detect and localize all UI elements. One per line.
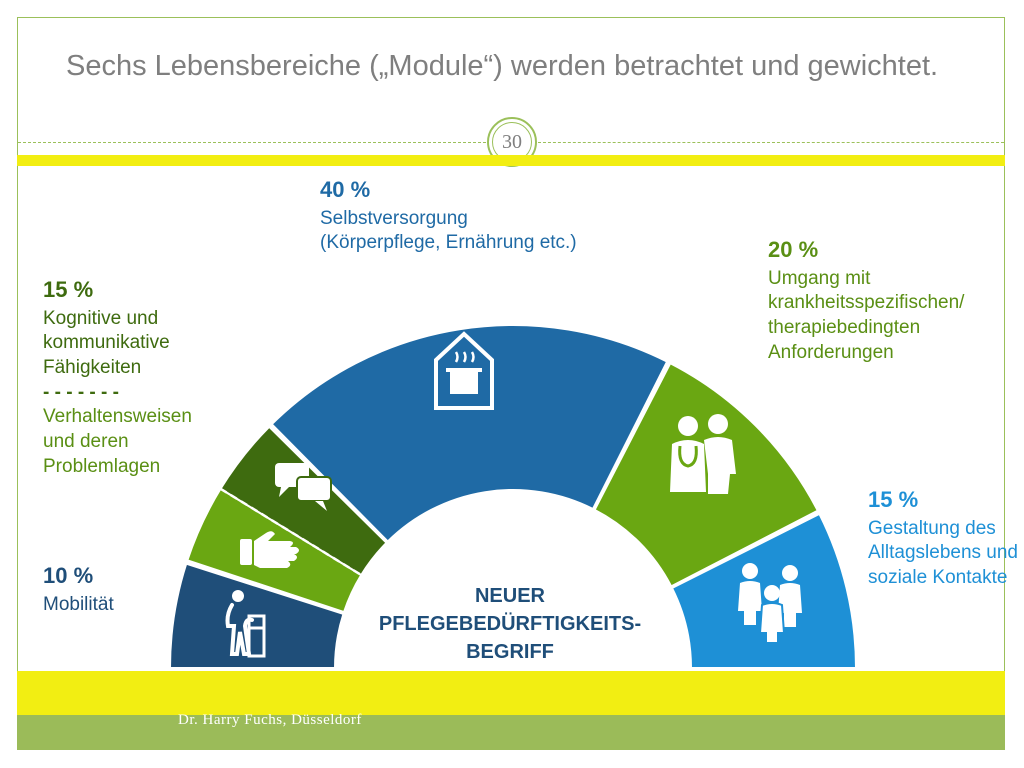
cognitive-text-1: Kognitive und kommunikative Fähigkeiten xyxy=(43,307,170,378)
doctor-patient-icon xyxy=(670,414,736,494)
arch-segment-selfcare xyxy=(270,324,669,543)
slide-title: Sechs Lebensbereiche („Module“) werden b… xyxy=(66,50,939,82)
center-caption: NEUER PFLEGEBEDÜRFTIGKEITS- BEGRIFF xyxy=(360,582,660,666)
title-divider-left xyxy=(18,142,486,143)
mobility-percent: 10 % xyxy=(43,563,94,588)
cognitive-text-2: Verhaltensweisen und deren Problemlagen xyxy=(43,406,192,477)
arch-segment-therapy xyxy=(593,361,820,588)
social-percent: 15 % xyxy=(868,487,919,512)
selfcare-text-2: (Körperpflege, Ernährung etc.) xyxy=(320,232,577,254)
bottom-yellow-band xyxy=(17,671,1005,715)
top-yellow-band xyxy=(17,155,1005,166)
center-caption-line-1: NEUER xyxy=(474,585,545,607)
title-divider-right xyxy=(538,142,1004,143)
speech-bubbles-icon xyxy=(275,463,332,511)
center-caption-line-2: PFLEGEBEDÜRFTIGKEITS- xyxy=(378,613,642,635)
cognitive-separator: - - - - - - - xyxy=(43,381,119,403)
footer-bar xyxy=(17,715,1005,750)
arch-segment-social xyxy=(670,512,858,669)
therapy-text: Umgang mit krankheitsspezifischen/ thera… xyxy=(768,267,965,363)
module-label-therapy: 20 % Umgang mit krankheitsspezifischen/ … xyxy=(768,236,998,365)
selfcare-text-1: Selbstversorgung xyxy=(320,207,468,229)
people-group-icon xyxy=(738,563,802,644)
mobility-text: Mobilität xyxy=(43,593,114,615)
cognitive-percent: 15 % xyxy=(43,277,94,302)
footer-author: Dr. Harry Fuchs, Düsseldorf xyxy=(178,712,362,728)
module-label-selfcare: 40 % Selbstversorgung (Körperpflege, Ern… xyxy=(320,176,577,256)
module-label-social: 15 % Gestaltung des Alltagslebens und so… xyxy=(868,486,1018,591)
walker-icon xyxy=(225,590,266,658)
house-pot-icon xyxy=(434,331,494,410)
module-label-cognitive: 15 % Kognitive und kommunikative Fähigke… xyxy=(43,276,223,479)
center-caption-line-3: BEGRIFF xyxy=(466,641,554,663)
cognitive-dashed-divider xyxy=(219,487,362,577)
therapy-percent: 20 % xyxy=(768,237,819,262)
social-text: Gestaltung des Alltagslebens und soziale… xyxy=(868,517,1018,588)
module-label-mobility: 10 % Mobilität xyxy=(43,562,114,617)
hand-icon xyxy=(240,531,299,568)
selfcare-percent: 40 % xyxy=(320,177,371,202)
